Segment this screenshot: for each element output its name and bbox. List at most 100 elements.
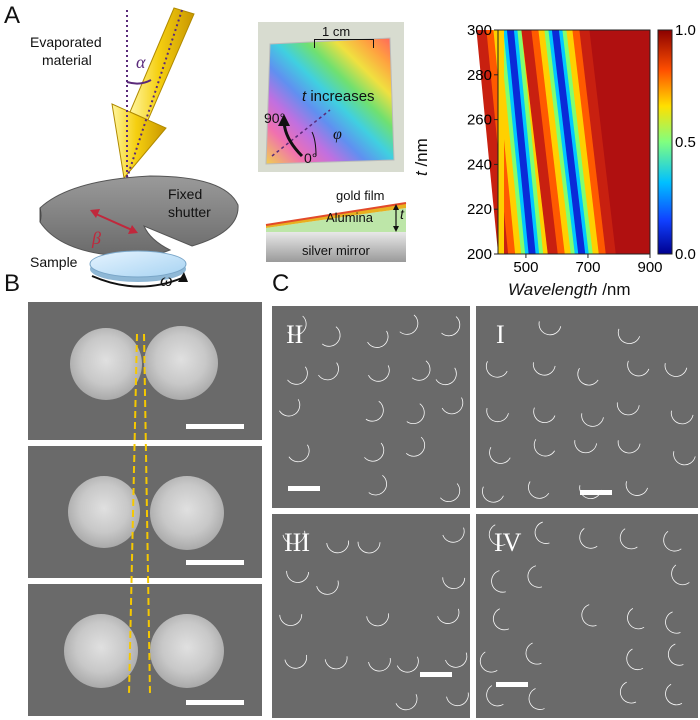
- reflectance-minimum-band: [506, 30, 536, 254]
- crescent-particle: [581, 604, 597, 627]
- crescent-particle: [435, 367, 457, 386]
- y-tick-label: 280: [467, 67, 492, 84]
- crescent-particle: [411, 360, 431, 381]
- scale-bar: [186, 560, 244, 565]
- y-tick-label: 260: [467, 112, 492, 129]
- stack-t-label: t: [400, 206, 404, 222]
- crescent-particle: [671, 564, 690, 586]
- photo-scalebar: [314, 39, 374, 48]
- crescent-particle: [279, 614, 303, 626]
- em-image-crescents-ii: II: [272, 306, 470, 508]
- crescent-particle: [396, 656, 419, 673]
- crescent-particle: [445, 652, 468, 668]
- crescent-particle: [406, 403, 425, 424]
- crescent-particle: [619, 681, 637, 704]
- nanoparticle-disk: [150, 476, 224, 550]
- crescent-array: [279, 527, 469, 711]
- crescent-particle: [486, 408, 509, 422]
- scale-bar: [186, 700, 244, 705]
- evaporation-arrow: [111, 7, 195, 180]
- beta-arrow: [90, 209, 138, 234]
- crescent-particle: [405, 436, 426, 457]
- crescent-particle: [625, 481, 648, 496]
- alumina-label: Alumina: [326, 210, 373, 225]
- em-image-crescents-i: I: [476, 306, 698, 508]
- crescent-particle: [534, 521, 550, 544]
- crescent-array: [279, 314, 464, 502]
- crescent-particle: [442, 527, 465, 543]
- y-tick-label: 240: [467, 156, 492, 173]
- colorbar-tick-label: 0.5: [675, 134, 696, 151]
- crescent-particle: [324, 656, 348, 670]
- crescent-particle: [440, 483, 461, 502]
- crescent-particle: [533, 407, 556, 423]
- crescent-particle: [326, 540, 349, 554]
- alpha-label: α: [136, 52, 146, 72]
- panel-b-letter: B: [4, 270, 21, 297]
- crescent-particle: [437, 608, 460, 624]
- x-tick-label: 700: [575, 259, 600, 276]
- tile-label: IV: [494, 528, 522, 557]
- crescent-particle: [617, 440, 641, 454]
- crescent-particle: [442, 577, 466, 589]
- evaporation-schematic: [39, 7, 239, 288]
- crescent-particle: [366, 613, 389, 627]
- crescent-particle: [491, 570, 506, 593]
- crescent-particle: [282, 530, 306, 545]
- crescent-particle: [489, 447, 511, 464]
- crescent-particle: [664, 363, 688, 377]
- em-image-dimer-2: [28, 446, 262, 578]
- colorbar-tick-label: 0.0: [675, 246, 696, 263]
- beta-label: β: [92, 228, 101, 248]
- crescent-particle: [441, 397, 464, 415]
- crescent-particle: [288, 444, 310, 463]
- crescent-particle: [616, 402, 640, 416]
- crescent-array: [482, 321, 696, 503]
- crescent-particle: [482, 486, 504, 503]
- panel-c-letter: C: [272, 270, 290, 297]
- crescent-particle: [533, 439, 555, 457]
- crescent-particle: [627, 360, 650, 377]
- reflectance-heatmap: 500 700 900 200 220 240 260 280 300 0.0 0.5 1.0: [467, 22, 696, 276]
- alumina-layer: [266, 208, 406, 232]
- crescent-particle: [318, 362, 339, 381]
- crescent-particle: [279, 399, 301, 417]
- crescent-particle: [673, 451, 696, 466]
- scale-bar: [580, 490, 612, 495]
- crescent-particle: [665, 683, 683, 706]
- crescent-particle: [316, 580, 339, 595]
- crescent-particle: [368, 475, 387, 496]
- y-tick-label: 200: [467, 246, 492, 263]
- crescent-particle: [284, 654, 308, 669]
- shutter-label-2: shutter: [168, 204, 211, 220]
- nanoparticle-disk: [70, 328, 142, 400]
- evaporated-label-1: Evaporated: [30, 34, 102, 50]
- y-axis-label: t /nm: [412, 138, 431, 176]
- crescent-particle: [532, 362, 556, 376]
- reflectance-minimum-band: [551, 30, 586, 254]
- evaporated-label-2: material: [42, 52, 92, 68]
- crescent-particle: [479, 651, 498, 673]
- crescent-array: [479, 521, 690, 710]
- nanoparticle-disk: [150, 614, 224, 688]
- gold-film-label: gold film: [336, 188, 385, 203]
- alignment-guides: [128, 333, 151, 695]
- crescent-particle: [574, 440, 598, 454]
- crescent-particle: [365, 400, 384, 422]
- phi-label: φ: [333, 126, 342, 143]
- crescent-particle: [364, 442, 385, 462]
- alpha-arc: [126, 79, 152, 85]
- tile-label: III: [284, 528, 310, 557]
- em-image-dimer-3: [28, 584, 262, 716]
- em-image-crescents-iv: IV: [476, 514, 698, 718]
- nanoparticle-disk: [64, 614, 138, 688]
- photo-scalebar-label: 1 cm: [322, 24, 351, 39]
- crescent-particle: [321, 326, 341, 347]
- plot-frame: [497, 29, 651, 255]
- crescent-particle: [577, 368, 599, 386]
- colorbar-tick-label: 1.0: [675, 22, 696, 39]
- crescent-particle: [446, 692, 469, 707]
- crescent-particle: [368, 658, 391, 672]
- y-tick-label: 220: [467, 201, 492, 218]
- crescent-particle: [538, 321, 562, 336]
